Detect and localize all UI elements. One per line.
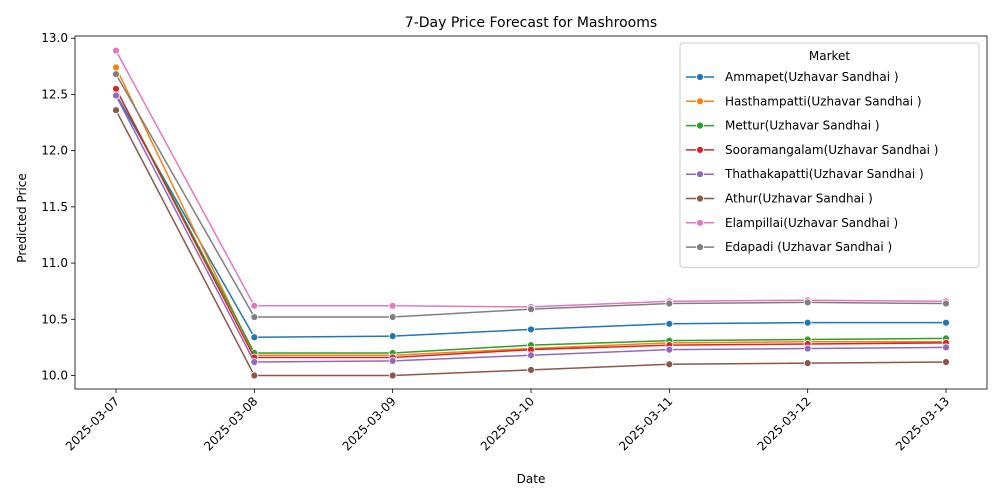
y-tick-label: 11.0 bbox=[41, 256, 68, 270]
axes-frame bbox=[74, 35, 988, 390]
legend-swatch-marker bbox=[696, 145, 704, 154]
y-axis-label: Predicted Price bbox=[15, 173, 29, 262]
legend-swatch-marker bbox=[696, 121, 704, 130]
x-tick-label: 2025-03-11 bbox=[616, 394, 675, 453]
x-tick-label: 2025-03-07 bbox=[63, 394, 122, 453]
data-point bbox=[388, 301, 397, 310]
legend-entry-label: Hasthampatti(Uzhavar Sandhai ) bbox=[725, 94, 922, 108]
data-point bbox=[942, 299, 950, 308]
data-point bbox=[942, 318, 950, 327]
data-point bbox=[112, 91, 120, 100]
data-point bbox=[527, 325, 535, 334]
data-point bbox=[112, 63, 120, 72]
legend-entry-label: Mettur(Uzhavar Sandhai ) bbox=[725, 119, 880, 133]
data-point bbox=[665, 345, 674, 354]
data-point bbox=[803, 344, 812, 353]
data-point bbox=[527, 305, 535, 314]
data-point bbox=[803, 298, 812, 307]
legend-box bbox=[679, 42, 980, 268]
legend-entry-label: Athur(Uzhavar Sandhai ) bbox=[725, 192, 873, 206]
legend-title: Market bbox=[809, 49, 851, 63]
data-point bbox=[112, 70, 120, 79]
data-point bbox=[250, 301, 259, 310]
data-point bbox=[388, 313, 397, 321]
data-point bbox=[250, 371, 259, 380]
data-point bbox=[388, 371, 397, 380]
data-point bbox=[112, 46, 120, 55]
x-tick-label: 2025-03-08 bbox=[201, 394, 260, 453]
legend-swatch-marker bbox=[696, 97, 704, 106]
y-tick-label: 12.0 bbox=[41, 144, 68, 158]
data-point bbox=[527, 365, 535, 374]
y-tick-label: 12.5 bbox=[41, 87, 68, 101]
legend: Market Ammapet(Uzhavar Sandhai ) Hasthampa… bbox=[679, 42, 980, 268]
data-point bbox=[527, 351, 535, 360]
x-tick-label: 2025-03-09 bbox=[340, 394, 399, 453]
legend-swatch-marker bbox=[696, 170, 704, 179]
data-point bbox=[803, 318, 812, 327]
legend-entry-label: Ammapet(Uzhavar Sandhai ) bbox=[725, 70, 899, 84]
x-tick-label: 2025-03-10 bbox=[478, 394, 537, 453]
legend-entry-label: Edapadi (Uzhavar Sandhai ) bbox=[725, 240, 892, 254]
legend-swatch-marker bbox=[696, 194, 704, 203]
data-point bbox=[250, 313, 259, 321]
legend-entry-label: Thathakapatti(Uzhavar Sandhai ) bbox=[724, 167, 924, 181]
data-point bbox=[803, 359, 812, 368]
data-point bbox=[665, 299, 674, 308]
chart-title: 7-Day Price Forecast for Mashrooms bbox=[405, 15, 657, 31]
y-tick-label: 11.5 bbox=[41, 200, 68, 214]
x-tick-label: 2025-03-13 bbox=[893, 394, 952, 453]
data-point bbox=[942, 343, 950, 352]
data-point bbox=[112, 84, 120, 93]
y-tick-label: 13.0 bbox=[41, 31, 68, 45]
legend-swatch-marker bbox=[696, 73, 704, 81]
legend-entry-label: Elampillai(Uzhavar Sandhai ) bbox=[725, 216, 898, 230]
x-tick-label: 2025-03-12 bbox=[755, 394, 814, 453]
data-point bbox=[250, 358, 259, 366]
data-point bbox=[388, 332, 397, 341]
data-point bbox=[665, 319, 674, 328]
data-point bbox=[250, 333, 259, 342]
data-point bbox=[112, 106, 120, 115]
legend-swatch-marker bbox=[696, 243, 704, 252]
legend-entry-label: Sooramangalam(Uzhavar Sandhai ) bbox=[725, 143, 939, 157]
data-point bbox=[665, 360, 674, 369]
y-tick-label: 10.5 bbox=[41, 312, 68, 326]
data-point bbox=[942, 358, 950, 366]
y-tick-label: 10.0 bbox=[41, 369, 68, 383]
x-axis-label: Date bbox=[517, 472, 546, 486]
data-point bbox=[388, 356, 397, 365]
legend-swatch-marker bbox=[696, 218, 704, 227]
